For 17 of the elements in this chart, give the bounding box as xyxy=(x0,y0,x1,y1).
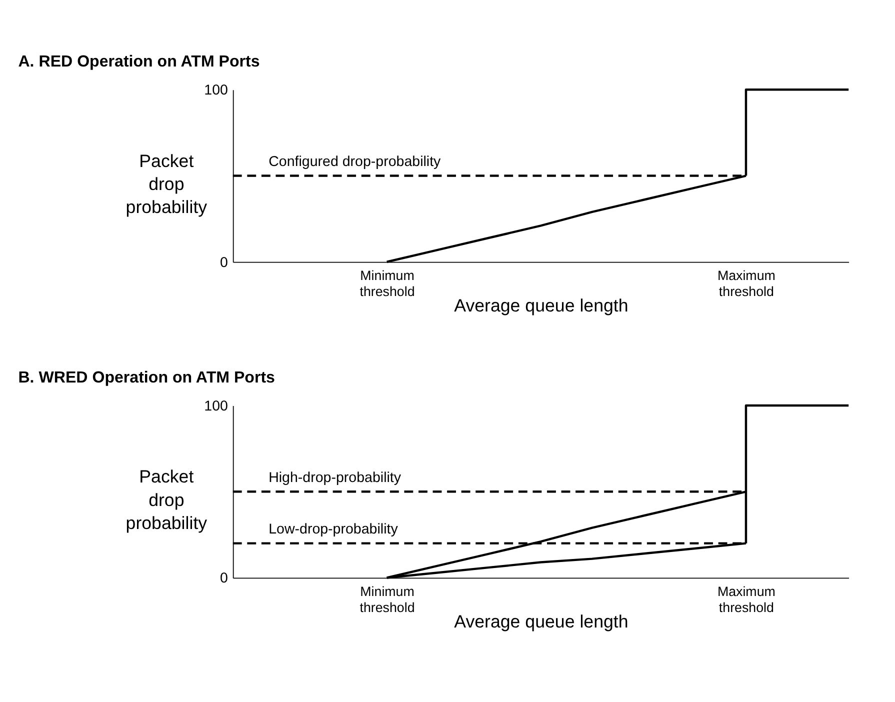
x-tick-label: Minimum threshold xyxy=(360,268,415,300)
chart-title: A. RED Operation on ATM Ports xyxy=(18,52,260,70)
y-axis-title: Packet drop probability xyxy=(126,150,208,218)
y-tick-label: 100 xyxy=(204,398,228,414)
x-tick-label: Maximum threshold xyxy=(717,584,776,616)
y-axis-title: Packet drop probability xyxy=(126,466,208,534)
y-tick-label: 0 xyxy=(220,254,228,271)
x-tick-label: Minimum threshold xyxy=(360,584,415,616)
x-tick-label: Maximum threshold xyxy=(717,268,776,300)
x-axis-title: Average queue length xyxy=(454,295,628,316)
series-label: Low-drop-probability xyxy=(268,522,399,538)
x-axis-title: Average queue length xyxy=(454,611,628,632)
series-label: High-drop-probability xyxy=(268,470,402,486)
series-label: Configured drop-probability xyxy=(268,154,442,170)
chart-title: B. WRED Operation on ATM Ports xyxy=(18,368,276,386)
y-tick-label: 100 xyxy=(204,82,228,99)
y-tick-label: 0 xyxy=(220,570,228,587)
